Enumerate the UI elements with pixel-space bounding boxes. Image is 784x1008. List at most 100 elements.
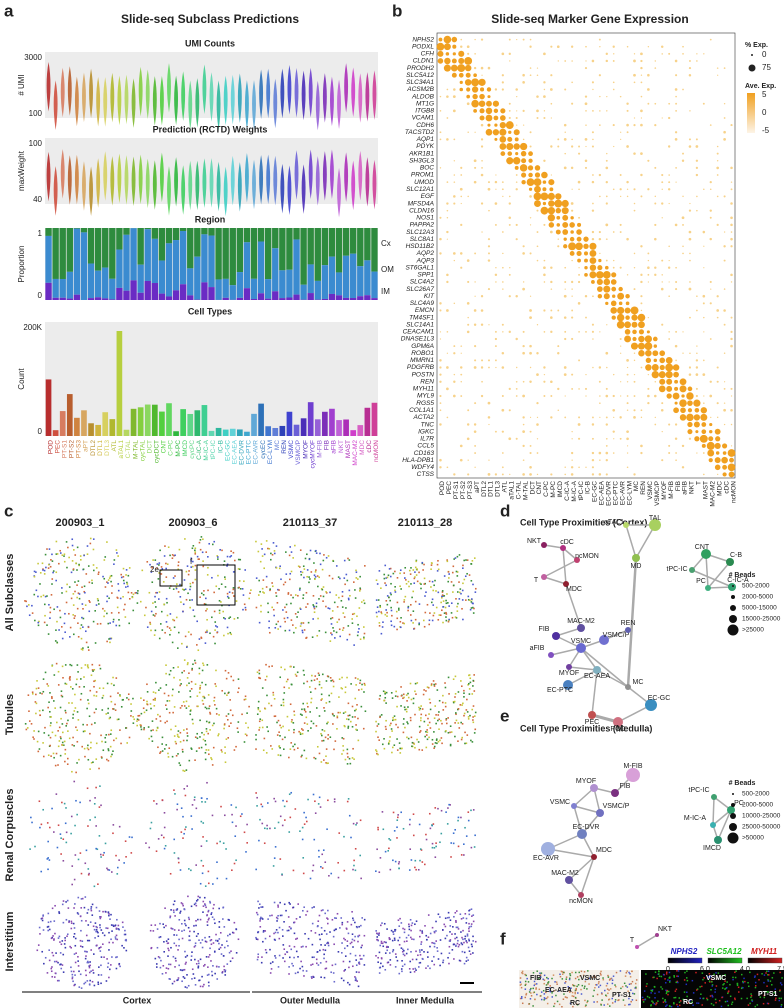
bead [223,724,226,726]
dot [695,366,699,369]
bead [228,691,230,694]
bead [326,917,328,919]
dot [710,416,712,419]
dot [707,449,715,457]
bead [205,840,208,842]
dot [619,188,622,191]
bead [80,898,83,900]
bead [40,917,43,920]
bead [37,750,40,753]
bead [74,824,76,827]
bead [171,755,174,758]
bead [45,566,47,569]
bead [318,683,321,686]
bead [378,622,381,624]
gene-label: SLC12A1 [406,186,434,193]
dot [499,121,507,129]
x-tick-label: DTL3 [104,440,111,456]
x-tick-label: ncMON [373,440,380,462]
dot [640,52,643,56]
dot [591,437,594,440]
bead [462,917,465,919]
bead [439,841,441,844]
dot [452,52,456,56]
bead [425,934,428,937]
bead [182,837,184,839]
bead [106,867,108,870]
bead [396,577,399,579]
dot [674,379,679,384]
dot [682,152,684,155]
x-tick-label: C-TAL [125,440,132,459]
dot [563,123,567,127]
x-tick-label: EC-AVR [619,481,626,505]
gene-label: COL1A1 [409,407,434,414]
bead [377,599,380,601]
bead [418,623,420,626]
bead [454,911,457,914]
legend-title: % Exp. [745,42,768,49]
bead [35,571,37,573]
bead [358,961,361,964]
dot [605,265,609,270]
bead [364,565,366,567]
bead [197,558,200,561]
bead [87,758,90,761]
region-bar [52,228,59,279]
bead [275,592,277,594]
bead [322,586,325,588]
dot [564,60,567,62]
violin [216,161,221,212]
bead [191,951,193,953]
dot [706,441,715,450]
bead [272,691,275,694]
bead [182,603,185,606]
dot [508,116,511,120]
bead [396,617,399,620]
bead [415,693,417,695]
bead [305,970,308,972]
bead [159,966,162,969]
bead [273,797,275,800]
bead [189,588,191,591]
bead [282,583,285,586]
dot [534,185,541,193]
bead [319,806,322,808]
bead [323,953,325,956]
bead [155,850,158,853]
bead [389,575,392,578]
dot [543,281,546,283]
bead [96,623,99,625]
bead [196,555,199,558]
bead [427,936,430,938]
bead [271,665,273,667]
bead [418,725,421,728]
bead [404,708,406,711]
bead [285,611,288,613]
dot [640,309,643,312]
bead [433,717,436,720]
bead [152,614,155,616]
dot [619,416,622,419]
bead [186,728,188,730]
bead [70,686,72,688]
dot [547,206,556,215]
dot [730,344,733,348]
bead [293,921,296,924]
bead [346,921,349,923]
dot [599,110,601,112]
bead [74,554,77,556]
bead [88,965,91,967]
bead [64,937,66,939]
bead [273,932,275,935]
bead [423,625,426,628]
dot [674,423,678,426]
dot [480,138,484,141]
bead [203,603,206,605]
x-tick-label: IMCD [182,440,189,457]
bead [94,679,97,682]
dot [487,181,490,184]
dot [637,342,645,350]
bead [40,823,43,826]
bead [206,914,209,916]
